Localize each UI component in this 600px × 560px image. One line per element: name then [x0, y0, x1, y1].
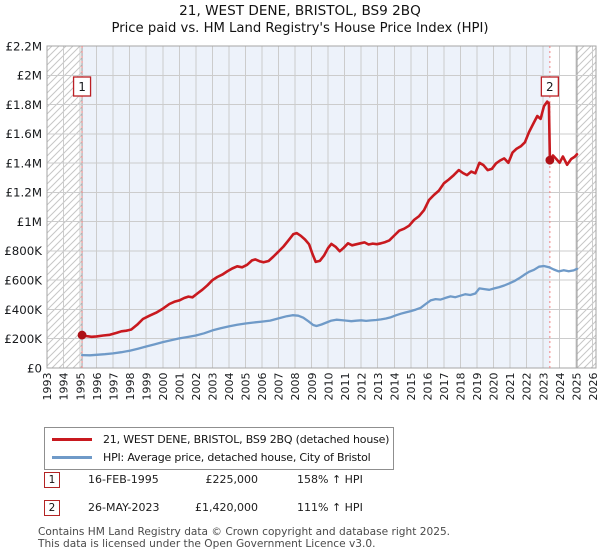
x-axis-tick-label: 2018	[455, 373, 468, 401]
x-axis-tick-label: 2022	[521, 373, 534, 401]
x-axis-tick-label: 2025	[570, 373, 583, 401]
price-history-chart-canvas: 1 2 £0 £200K £400K £600K £800K £1M £1.2M £1.4M £1.…	[4, 39, 600, 401]
x-axis-tick-label: 1993	[41, 373, 54, 401]
y-axis-tick-label: £1.2M	[6, 186, 42, 200]
y-axis-tick-label: £1.6M	[6, 127, 42, 141]
chart-subtitle: Price paid vs. HM Land Registry's House …	[111, 21, 489, 36]
x-axis-tick-label: 1999	[140, 373, 153, 401]
sale-point-1	[77, 330, 87, 340]
x-axis-tick-label: 2020	[488, 373, 501, 401]
x-axis-tick-label: 2010	[322, 373, 335, 401]
sale-2-number-badge: 2	[44, 500, 60, 516]
x-axis-tick-label: 2003	[207, 373, 220, 401]
legend-row-hpi: HPI: Average price, detached house, City…	[45, 449, 393, 467]
x-axis-tick-label: 2005	[240, 373, 253, 401]
x-axis-tick-label: 2023	[537, 373, 550, 401]
no-data-hatch-region	[576, 46, 596, 368]
x-axis-tick-label: 2026	[587, 373, 600, 401]
legend-row-property: 21, WEST DENE, BRISTOL, BS9 2BQ (detache…	[45, 431, 393, 449]
sale-flag-box-1	[72, 76, 92, 97]
sale-1-date: 16-FEB-1995	[88, 473, 159, 486]
sale-2-date: 26-MAY-2023	[88, 501, 160, 514]
sale-annotation-1: 1 16-FEB-1995 £225,000 158% ↑ HPI	[44, 472, 564, 488]
x-axis-tick-label: 1996	[91, 373, 104, 401]
x-axis-tick-label: 2011	[339, 373, 352, 401]
x-axis-tick-label: 2007	[273, 373, 286, 401]
x-axis-tick-label: 2014	[388, 373, 401, 401]
chart-title: 21, WEST DENE, BRISTOL, BS9 2BQ	[179, 3, 421, 19]
legend-label-property: 21, WEST DENE, BRISTOL, BS9 2BQ (detache…	[103, 433, 390, 446]
x-axis-tick-label: 2016	[422, 373, 435, 401]
x-axis-tick-label: 2009	[306, 373, 319, 401]
legend-label-hpi: HPI: Average price, detached house, City…	[103, 451, 371, 464]
y-axis-tick-label: £2M	[17, 69, 42, 83]
sale-flag-box-2	[540, 76, 560, 97]
x-axis-tick-label: 2000	[157, 373, 170, 401]
x-axis-tick-label: 2002	[190, 373, 203, 401]
x-axis-tick-label: 2012	[355, 373, 368, 401]
gridlines	[46, 46, 596, 368]
copyright-footer: Contains HM Land Registry data © Crown c…	[38, 526, 451, 550]
x-axis-tick-label: 2024	[554, 373, 567, 401]
y-axis-tick-label: £1.8M	[6, 98, 42, 112]
x-axis-tick-label: 1997	[107, 373, 120, 401]
sale-2-vs-hpi: 111% ↑ HPI	[297, 501, 363, 514]
x-axis-tick-label: 2015	[405, 373, 418, 401]
blue-line-sample-icon	[52, 456, 92, 459]
plot-border	[46, 45, 597, 369]
footer-line-2: This data is licensed under the Open Gov…	[38, 537, 376, 550]
y-axis-tick-label: £600K	[4, 273, 42, 287]
y-axis-tick-label: £800K	[4, 244, 42, 258]
x-axis-tick-label: 1994	[58, 373, 71, 401]
y-axis-tick-label: £400K	[4, 303, 42, 317]
sale-1-vs-hpi: 158% ↑ HPI	[297, 473, 363, 486]
x-axis-tick-label: 2008	[289, 373, 302, 401]
x-axis-tick-label: 2019	[471, 373, 484, 401]
y-axis-tick-label: £1M	[17, 215, 42, 229]
sale-2-price: £1,420,000	[195, 501, 258, 514]
y-axis-tick-label: £0	[27, 361, 42, 375]
sale-1-price: £225,000	[205, 473, 259, 486]
x-axis-tick-label: 2021	[504, 373, 517, 401]
sale-1-number-badge: 1	[44, 472, 60, 488]
sale-annotation-2: 2 26-MAY-2023 £1,420,000 111% ↑ HPI	[44, 500, 564, 516]
x-axis-tick-label: 2001	[173, 373, 186, 401]
hpi-average-line	[80, 264, 579, 357]
sale-point-2	[545, 155, 555, 165]
x-axis-tick-label: 2013	[372, 373, 385, 401]
sale-flag-label-1: 1	[78, 80, 86, 94]
y-axis-tick-label: £200K	[4, 332, 42, 346]
y-axis-tick-label: £1.4M	[6, 156, 42, 170]
footer-line-1: Contains HM Land Registry data © Crown c…	[38, 526, 451, 538]
x-axis-tick-label: 1995	[74, 373, 87, 401]
x-axis-tick-label: 2006	[256, 373, 269, 401]
price-paid-line	[80, 100, 579, 339]
x-axis-tick-label: 1998	[124, 373, 137, 401]
no-data-hatch-region	[47, 46, 83, 368]
ownership-shaded-band	[82, 46, 550, 368]
sale-flag-label-2: 2	[546, 80, 554, 94]
chart-legend: 21, WEST DENE, BRISTOL, BS9 2BQ (detache…	[44, 427, 394, 470]
y-axis-tick-label: £2.2M	[6, 39, 42, 53]
x-axis-tick-label: 2017	[438, 373, 451, 401]
red-line-sample-icon	[52, 438, 92, 441]
x-axis-tick-label: 2004	[223, 373, 236, 401]
